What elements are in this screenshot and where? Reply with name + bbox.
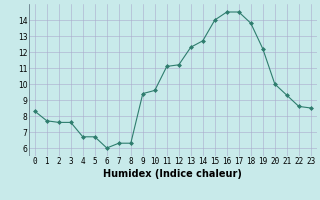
X-axis label: Humidex (Indice chaleur): Humidex (Indice chaleur): [103, 169, 242, 179]
